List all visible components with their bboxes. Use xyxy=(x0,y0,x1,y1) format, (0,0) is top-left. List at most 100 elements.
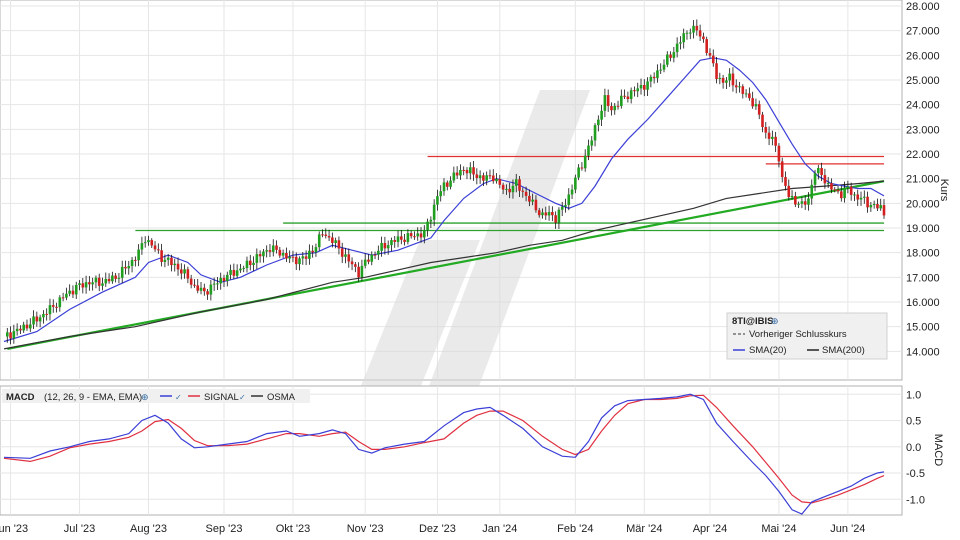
check-icon[interactable]: ✓ xyxy=(239,393,246,402)
candle-down xyxy=(196,285,200,291)
candle-down xyxy=(669,54,672,58)
candle-down xyxy=(731,73,735,86)
price-y-tick-label: 26.000 xyxy=(906,50,940,62)
candle-up xyxy=(459,169,462,176)
candle-up xyxy=(672,52,676,58)
candle-down xyxy=(521,190,525,192)
candle-up xyxy=(817,167,820,174)
macd-y-tick-label: 0.0 xyxy=(906,442,921,454)
candle-up xyxy=(84,282,88,288)
candle-down xyxy=(741,86,745,94)
macd-line xyxy=(3,393,885,515)
candle-down xyxy=(347,254,351,262)
candle-down xyxy=(708,53,712,56)
candle-up xyxy=(245,260,249,269)
candle-down xyxy=(51,305,55,307)
candle-up xyxy=(229,269,232,275)
candle-up xyxy=(143,242,147,244)
candle-up xyxy=(725,80,728,83)
x-tick-label: Jan '24 xyxy=(482,523,517,535)
macd-y-axis-title: MACD xyxy=(932,434,944,466)
candle-up xyxy=(140,243,144,250)
candle-up xyxy=(682,33,686,43)
candle-down xyxy=(357,266,360,278)
candle-down xyxy=(278,249,282,256)
candle-down xyxy=(633,90,636,92)
candle-down xyxy=(445,182,449,187)
candle-up xyxy=(807,198,810,205)
candle-down xyxy=(189,278,193,285)
price-y-tick-label: 18.000 xyxy=(906,248,940,260)
x-axis-ticks: Jun '23 Jul '23 Aug '23 Sep '23 Okt '23 Nov '… xyxy=(0,523,865,535)
candle-down xyxy=(294,256,298,265)
candle-up xyxy=(688,32,692,34)
macd-legend-params: (12, 26, 9 - EMA, EMA) xyxy=(44,392,142,403)
candle-up xyxy=(386,245,390,249)
x-tick-label: Jul '23 xyxy=(64,523,95,535)
candle-up xyxy=(613,105,617,111)
check-icon[interactable]: ✓ xyxy=(175,393,182,402)
price-y-tick-label: 19.000 xyxy=(906,223,940,235)
candle-down xyxy=(35,316,39,322)
candle-down xyxy=(107,278,111,282)
candle-up xyxy=(436,196,439,205)
candle-up xyxy=(301,256,305,259)
candle-up xyxy=(797,203,800,205)
candle-down xyxy=(702,36,705,40)
candle-up xyxy=(531,199,534,202)
candle-up xyxy=(360,265,364,278)
candle-up xyxy=(662,64,666,70)
price-y-axis-title: Kurs xyxy=(938,179,950,202)
candle-up xyxy=(570,189,574,195)
candle-up xyxy=(199,287,203,291)
candle-up xyxy=(478,175,482,178)
candle-up xyxy=(370,254,374,262)
candle-up xyxy=(183,269,186,274)
candle-up xyxy=(426,221,429,231)
x-tick-label: Aug '23 xyxy=(130,523,167,535)
price-y-tick-label: 15.000 xyxy=(906,322,940,334)
candle-up xyxy=(147,240,150,243)
candle-down xyxy=(610,105,613,111)
price-y-tick-label: 22.000 xyxy=(906,149,940,161)
x-tick-label: Feb '24 xyxy=(557,523,593,535)
candle-down xyxy=(114,275,117,279)
candle-down xyxy=(285,252,288,259)
candle-down xyxy=(761,114,764,128)
candle-up xyxy=(439,191,443,197)
candle-down xyxy=(534,199,538,211)
candle-up xyxy=(209,284,213,295)
candle-down xyxy=(606,95,610,106)
candle-down xyxy=(124,266,127,269)
candle-down xyxy=(81,283,85,288)
candle-up xyxy=(262,251,265,257)
candle-down xyxy=(498,179,502,185)
candle-up xyxy=(74,284,78,295)
candle-up xyxy=(843,188,846,199)
candle-down xyxy=(150,240,154,246)
candle-down xyxy=(134,259,137,261)
globe-icon[interactable]: ⊕ xyxy=(771,316,779,326)
candle-up xyxy=(646,81,649,90)
candle-up xyxy=(557,209,561,223)
price-y-tick-label: 20.000 xyxy=(906,198,940,210)
candle-up xyxy=(685,32,689,34)
candle-down xyxy=(652,76,656,79)
candle-down xyxy=(340,248,344,257)
candle-down xyxy=(275,245,278,250)
price-gridlines xyxy=(0,0,902,380)
candle-down xyxy=(157,249,160,251)
macd-legend: MACD (12, 26, 9 - EMA, EMA) ⊕ ✓ SIGNAL ✓… xyxy=(2,389,310,403)
candle-up xyxy=(252,262,255,266)
globe-icon[interactable]: ⊕ xyxy=(141,392,149,402)
candle-down xyxy=(482,175,485,181)
candle-up xyxy=(629,90,633,99)
legend-sma20-label: SMA(20) xyxy=(749,345,786,356)
candle-down xyxy=(354,264,357,267)
candle-up xyxy=(68,290,71,294)
candle-down xyxy=(623,95,626,97)
candle-up xyxy=(560,206,564,210)
x-tick-label: Jun '23 xyxy=(0,523,28,535)
candle-down xyxy=(403,239,406,242)
candle-down xyxy=(626,96,630,99)
